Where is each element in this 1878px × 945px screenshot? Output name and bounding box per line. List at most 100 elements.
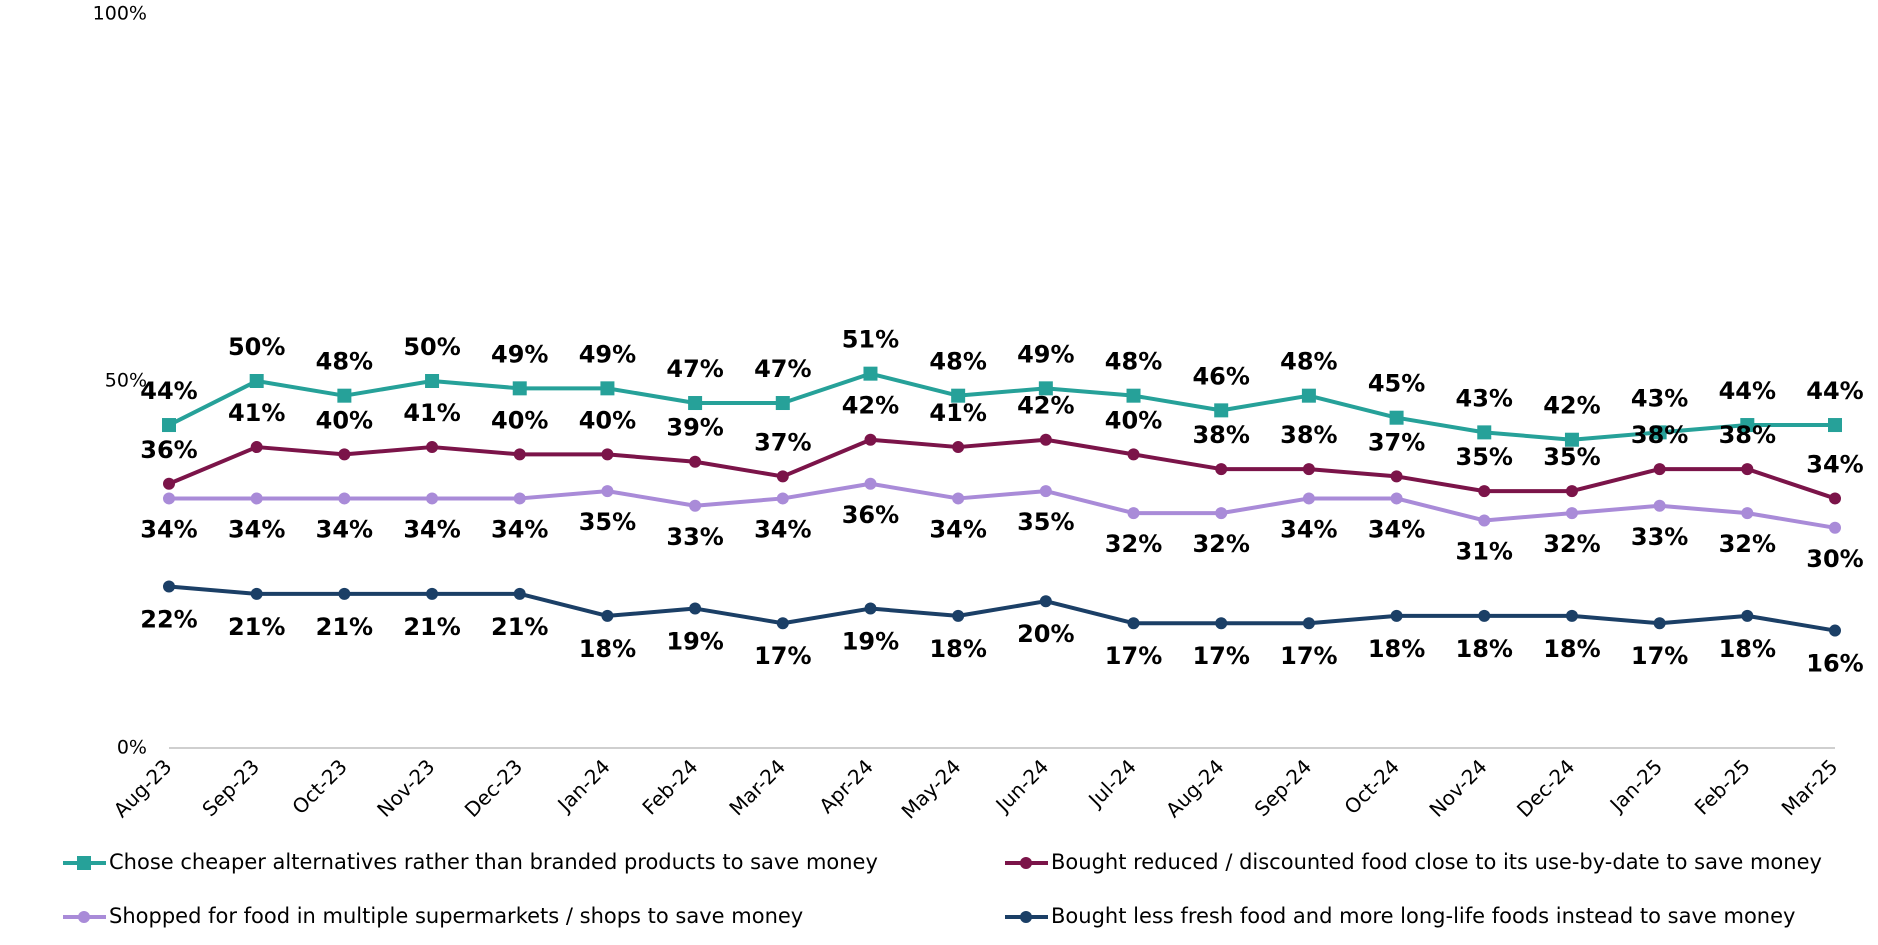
data-point <box>864 477 877 490</box>
series-line <box>168 437 1836 501</box>
data-point <box>249 374 264 388</box>
data-point <box>1039 485 1052 498</box>
data-point <box>952 609 965 622</box>
data-point <box>337 388 352 403</box>
y-tick-label: 100% <box>93 3 147 25</box>
data-label: 17% <box>1105 642 1162 670</box>
data-point <box>162 418 176 433</box>
data-label: 32% <box>1105 530 1162 558</box>
data-point <box>1478 514 1491 527</box>
data-point <box>776 470 789 483</box>
data-label: 40% <box>316 406 373 434</box>
data-label: 50% <box>228 333 285 361</box>
data-point <box>1039 595 1052 608</box>
x-tick-label: Aug-23 <box>109 754 177 822</box>
data-point <box>163 477 175 490</box>
data-label: 18% <box>579 635 636 663</box>
data-label: 50% <box>403 333 460 361</box>
data-label: 33% <box>1631 523 1688 551</box>
data-point <box>1564 432 1579 447</box>
x-tick-label: Oct-23 <box>287 754 352 819</box>
data-label: 17% <box>1631 642 1688 670</box>
data-label: 21% <box>228 613 285 641</box>
data-point <box>513 448 526 461</box>
data-point <box>689 602 702 615</box>
data-label: 51% <box>842 326 899 354</box>
x-tick-label: May-24 <box>897 754 966 823</box>
legend-marker <box>77 856 91 870</box>
data-label: 35% <box>1456 443 1513 471</box>
data-label: 47% <box>666 355 723 383</box>
data-point <box>864 433 877 446</box>
x-tick-label: Nov-23 <box>372 754 439 821</box>
data-point <box>1741 463 1754 476</box>
data-point <box>1740 418 1755 433</box>
series-line <box>169 481 1836 530</box>
data-label: 16% <box>1806 650 1863 678</box>
data-point <box>338 492 351 505</box>
data-point <box>689 499 702 512</box>
data-label: 42% <box>1017 392 1074 420</box>
data-point <box>1038 381 1053 396</box>
data-label: 18% <box>1719 635 1776 663</box>
data-point <box>512 381 527 396</box>
x-tick-label: Apr-24 <box>814 754 878 818</box>
data-point <box>952 441 965 454</box>
data-point <box>1302 617 1315 630</box>
data-label: 34% <box>316 515 373 543</box>
data-point <box>1565 507 1578 520</box>
legend-label: Bought less fresh food and more long-lif… <box>1051 904 1795 928</box>
data-label: 41% <box>228 399 285 427</box>
data-point <box>1828 418 1842 433</box>
data-point <box>1829 624 1841 637</box>
data-point <box>1741 609 1754 622</box>
data-label: 19% <box>666 628 723 656</box>
data-label: 49% <box>1017 340 1074 368</box>
data-label: 39% <box>666 414 723 442</box>
legend-label: Bought reduced / discounted food close t… <box>1051 850 1822 874</box>
data-label: 34% <box>1368 515 1425 543</box>
data-label: 32% <box>1543 530 1600 558</box>
y-tick-label: 0% <box>117 737 147 759</box>
data-point <box>163 580 175 593</box>
data-point <box>1127 448 1140 461</box>
data-point <box>1127 617 1140 630</box>
data-point <box>1127 507 1140 520</box>
data-label: 18% <box>1543 635 1600 663</box>
data-label: 42% <box>1543 392 1600 420</box>
data-label: 20% <box>1017 620 1074 648</box>
data-point <box>513 587 526 600</box>
data-point <box>1565 485 1578 498</box>
data-label: 35% <box>579 508 636 536</box>
data-label: 32% <box>1719 530 1776 558</box>
x-tick-label: Jun-24 <box>990 754 1054 818</box>
data-label: 34% <box>228 515 285 543</box>
data-label: 34% <box>1806 450 1863 478</box>
data-point <box>1653 617 1666 630</box>
data-point <box>426 441 439 454</box>
data-point <box>1215 507 1228 520</box>
data-label: 18% <box>929 635 986 663</box>
data-point <box>1039 433 1052 446</box>
data-label: 48% <box>1280 348 1337 376</box>
data-point <box>1653 499 1666 512</box>
data-label: 34% <box>403 515 460 543</box>
data-point <box>1126 388 1141 403</box>
data-point <box>425 374 440 388</box>
data-point <box>952 492 965 505</box>
data-label: 48% <box>1105 348 1162 376</box>
data-label: 45% <box>1368 370 1425 398</box>
data-label: 34% <box>140 515 197 543</box>
legend-label: Chose cheaper alternatives rather than b… <box>109 850 878 874</box>
data-point <box>163 492 175 505</box>
data-point <box>426 492 439 505</box>
x-tick-label: Jan-24 <box>552 754 615 817</box>
data-label: 35% <box>1543 443 1600 471</box>
data-point <box>1741 507 1754 520</box>
data-label: 22% <box>140 606 197 634</box>
data-label: 18% <box>1368 635 1425 663</box>
data-label: 48% <box>316 348 373 376</box>
data-label: 43% <box>1631 384 1688 412</box>
data-label: 40% <box>1105 406 1162 434</box>
